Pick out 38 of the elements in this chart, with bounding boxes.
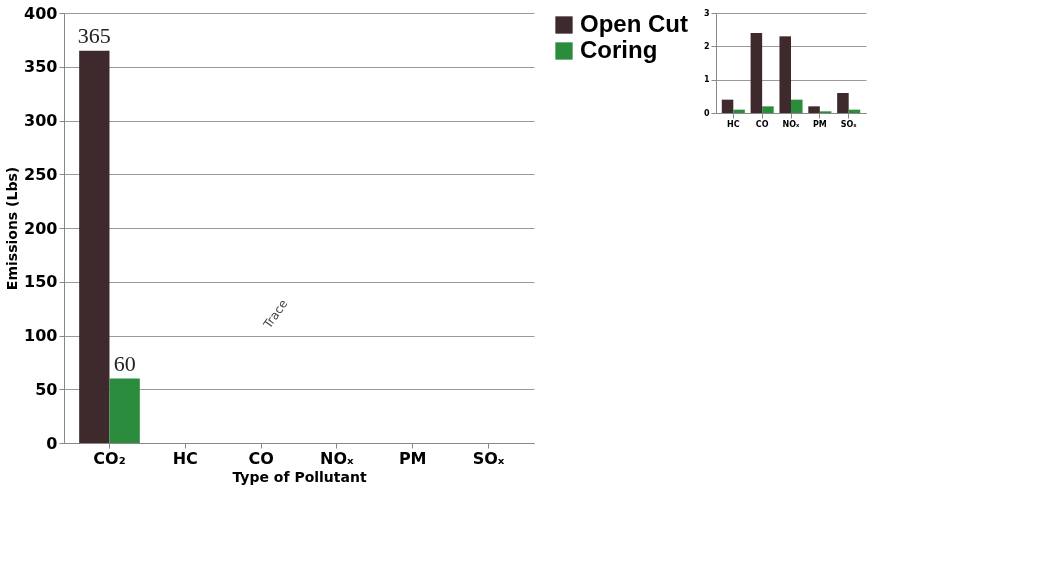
y-tick-label: 150: [24, 272, 58, 292]
y-tick-label: 0: [46, 433, 58, 453]
y-tick-label: 50: [35, 379, 58, 399]
x-tick-label: CO: [248, 448, 274, 468]
y-tick-label: 2: [703, 41, 710, 51]
y-tick-label: 0: [703, 108, 710, 118]
y-axis-title: Emissions (Lbs): [4, 166, 21, 291]
y-tick-label: 200: [24, 218, 58, 238]
y-tick-label: 1: [703, 75, 710, 85]
x-tick-label: CO₂: [93, 448, 126, 468]
bar: [721, 99, 734, 113]
x-tick-label: PM: [812, 119, 827, 129]
legend-label: Open Cut: [580, 10, 688, 37]
legend-label: Coring: [580, 36, 658, 63]
y-tick-label: 3: [703, 8, 710, 18]
x-tick-label: PM: [398, 448, 427, 468]
bar: [791, 99, 803, 113]
x-axis-title: Type of Pollutant: [232, 468, 367, 485]
bar: [750, 33, 763, 113]
bar: [733, 109, 745, 113]
x-tick-label: NOₓ: [782, 119, 801, 129]
bar: [762, 106, 774, 113]
bar: [779, 36, 791, 113]
bar: [837, 93, 849, 113]
y-tick-label: 100: [24, 326, 58, 345]
y-tick-label: 300: [24, 111, 58, 130]
x-tick-label: HC: [727, 119, 740, 129]
x-tick-label: SOₓ: [840, 119, 858, 129]
x-tick-label: SOₓ: [472, 448, 505, 468]
y-tick-label: 250: [24, 164, 58, 184]
x-tick-label: CO: [755, 119, 769, 129]
data-label: 365: [77, 22, 111, 48]
data-label: 60: [113, 350, 136, 376]
y-tick-label: 400: [24, 3, 58, 23]
x-tick-label: NOₓ: [320, 448, 355, 468]
bar: [808, 106, 820, 113]
x-tick-label: HC: [172, 448, 198, 468]
y-tick-label: 350: [24, 57, 58, 77]
